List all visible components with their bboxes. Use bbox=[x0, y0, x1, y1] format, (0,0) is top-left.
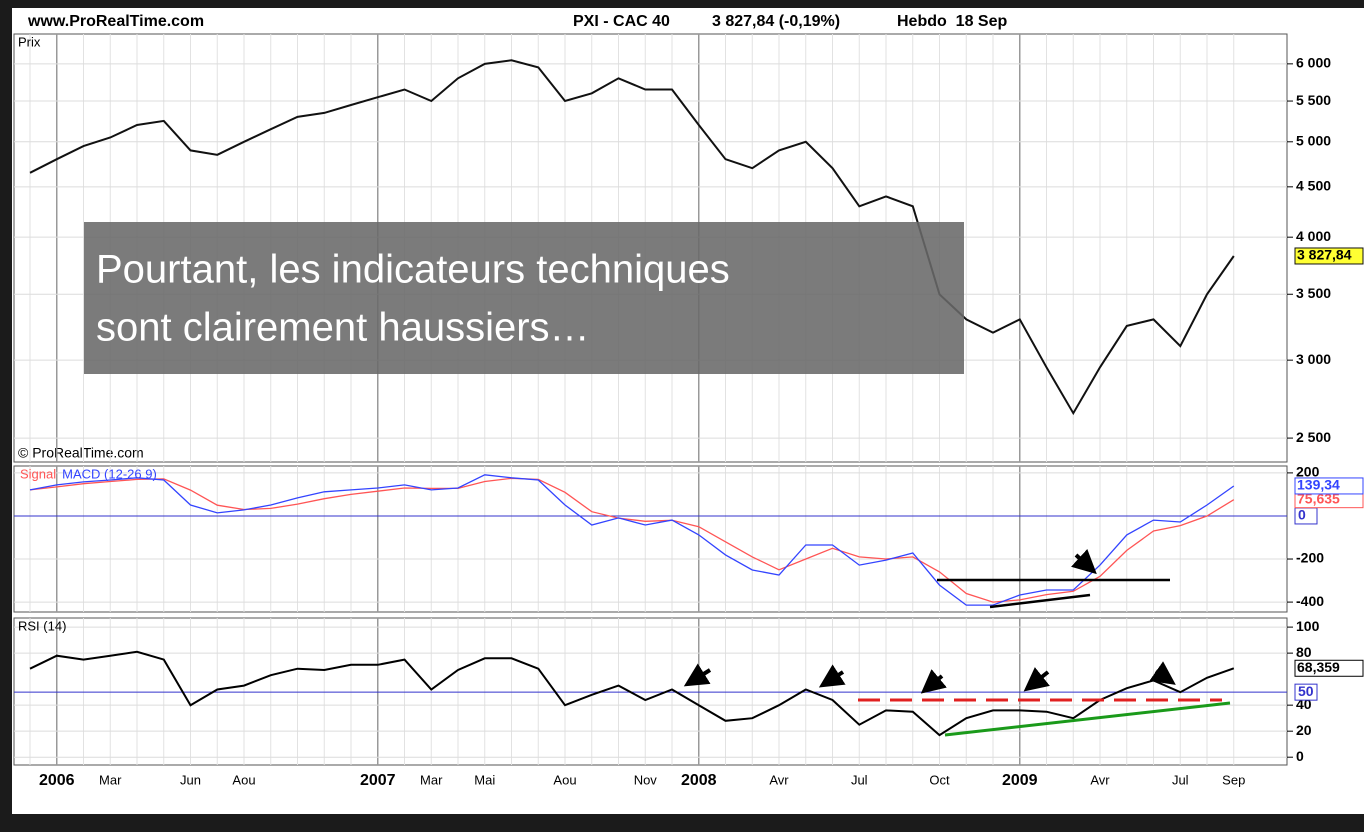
y-tick-label: 20 bbox=[1296, 722, 1312, 738]
value-tag-label: 139,34 bbox=[1297, 477, 1340, 493]
x-tick-label: Aou bbox=[553, 772, 576, 787]
rsi-panel bbox=[13, 617, 1288, 766]
y-tick-label: 80 bbox=[1296, 644, 1312, 660]
instrument: PXI - CAC 40 bbox=[573, 13, 670, 30]
x-tick-label: 2008 bbox=[681, 772, 717, 789]
panel-label: RSI (14) bbox=[18, 618, 66, 633]
x-tick-label: 2006 bbox=[39, 772, 75, 789]
arrow bbox=[1149, 661, 1176, 685]
arrow bbox=[683, 663, 712, 687]
value-tag bbox=[1294, 683, 1318, 701]
y-tick-label: -400 bbox=[1296, 593, 1324, 609]
quote: 3 827,84 (-0,19%) bbox=[712, 13, 840, 30]
watermark: © ProRealTime.com bbox=[18, 445, 144, 461]
arrow bbox=[920, 669, 947, 694]
x-tick-label: Jul bbox=[851, 772, 868, 787]
y-tick-label: 5 000 bbox=[1296, 132, 1331, 148]
y-tick-label: 2 500 bbox=[1296, 429, 1331, 445]
legend-entry: Signal bbox=[20, 466, 56, 481]
x-tick-label: Aou bbox=[232, 772, 255, 787]
arrow bbox=[1023, 667, 1050, 692]
x-tick-label: Sep bbox=[1222, 772, 1245, 787]
y-tick-label: 5 500 bbox=[1296, 92, 1331, 108]
support-line bbox=[944, 701, 1231, 737]
series-line bbox=[29, 477, 1235, 603]
x-tick-label: 2009 bbox=[1002, 772, 1038, 789]
y-tick-label: 3 000 bbox=[1296, 351, 1331, 367]
value-tag bbox=[1294, 247, 1364, 265]
ref-label: 0 bbox=[1298, 507, 1306, 523]
overlay-text: Pourtant, les indicateurs techniques bbox=[96, 248, 730, 292]
arrow bbox=[1071, 549, 1097, 575]
y-tick-label: 0 bbox=[1296, 748, 1304, 764]
x-tick-label: Jul bbox=[1172, 772, 1189, 787]
x-tick-label: Avr bbox=[769, 772, 789, 787]
x-tick-label: Jun bbox=[180, 772, 201, 787]
y-tick-label: 4 500 bbox=[1296, 178, 1331, 194]
site: www.ProRealTime.com bbox=[27, 13, 204, 30]
x-tick-label: 2007 bbox=[360, 772, 396, 789]
trend-line bbox=[989, 593, 1091, 609]
period: Hebdo 18 Sep bbox=[897, 13, 1007, 30]
series-line bbox=[29, 650, 1235, 737]
value-tag bbox=[1294, 659, 1364, 677]
x-tick-label: Nov bbox=[634, 772, 658, 787]
x-tick-label: Avr bbox=[1090, 772, 1110, 787]
y-tick-label: 3 500 bbox=[1296, 285, 1331, 301]
background bbox=[12, 8, 1364, 814]
overlay-box bbox=[84, 222, 964, 374]
y-tick-label: -200 bbox=[1296, 550, 1324, 566]
panel-label: Prix bbox=[18, 34, 41, 49]
price-panel bbox=[13, 33, 1288, 463]
annotations bbox=[683, 549, 1231, 737]
x-tick-label: Mar bbox=[420, 772, 443, 787]
value-tag-label: 3 827,84 bbox=[1297, 247, 1352, 263]
y-tick-label: 4 000 bbox=[1296, 228, 1331, 244]
arrow bbox=[818, 664, 846, 688]
x-tick-label: Oct bbox=[929, 772, 950, 787]
y-tick-label: 200 bbox=[1296, 464, 1320, 480]
y-tick-label: 100 bbox=[1296, 618, 1320, 634]
value-tag bbox=[1294, 477, 1364, 495]
overlay: Pourtant, les indicateurs techniques son… bbox=[84, 222, 964, 374]
series-line bbox=[29, 474, 1235, 606]
macd-panel bbox=[13, 465, 1288, 613]
value-tag-label: 68,359 bbox=[1297, 659, 1340, 675]
overlay-text: sont clairement haussiers… bbox=[96, 306, 590, 350]
x-tick-label: Mar bbox=[99, 772, 122, 787]
series-line bbox=[29, 59, 1235, 416]
legend-entry: MACD (12-26 9) bbox=[62, 466, 157, 481]
y-tick-label: 6 000 bbox=[1296, 55, 1331, 71]
ref-label: 50 bbox=[1298, 683, 1314, 699]
x-tick-label: Mai bbox=[474, 772, 495, 787]
